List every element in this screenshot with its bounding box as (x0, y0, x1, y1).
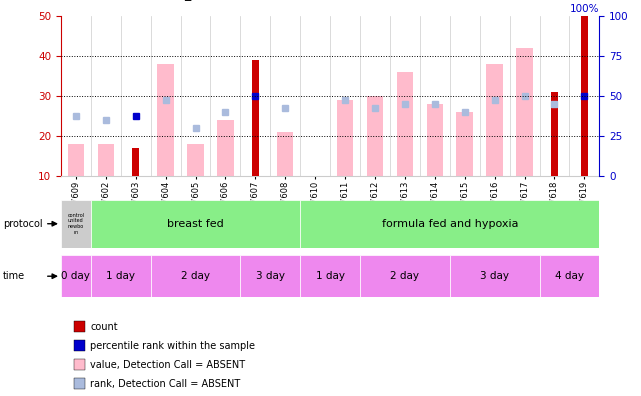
Bar (450, 255, 540, 297)
Bar (151, 255, 240, 297)
Bar (187, 144, 204, 176)
Bar (397, 72, 413, 176)
Bar (551, 92, 558, 176)
Bar (300, 255, 360, 297)
Bar (581, 16, 588, 176)
Text: 4 day: 4 day (555, 271, 584, 281)
Bar (132, 148, 140, 176)
Text: formula fed and hypoxia: formula fed and hypoxia (381, 219, 518, 229)
Text: control
united
newbo
rn: control united newbo rn (67, 213, 85, 235)
Bar (97, 144, 114, 176)
Bar (277, 132, 294, 176)
Text: 0 day: 0 day (62, 271, 90, 281)
Bar (240, 255, 300, 297)
Bar (61, 200, 91, 248)
Bar (217, 120, 233, 176)
Text: 2 day: 2 day (181, 271, 210, 281)
Text: 1 day: 1 day (315, 271, 345, 281)
Bar (456, 112, 473, 176)
Text: rank, Detection Call = ABSENT: rank, Detection Call = ABSENT (90, 379, 240, 389)
Bar (517, 48, 533, 176)
Bar (487, 64, 503, 176)
Text: protocol: protocol (3, 219, 43, 229)
Bar (252, 60, 259, 176)
Text: count: count (90, 322, 118, 332)
Text: 3 day: 3 day (480, 271, 509, 281)
Text: value, Detection Call = ABSENT: value, Detection Call = ABSENT (90, 360, 246, 370)
Bar (61, 255, 91, 297)
Text: 2 day: 2 day (390, 271, 419, 281)
Bar (427, 104, 443, 176)
Bar (158, 64, 174, 176)
Bar (300, 200, 599, 248)
Bar (91, 200, 300, 248)
Text: time: time (3, 271, 26, 281)
Text: percentile rank within the sample: percentile rank within the sample (90, 341, 255, 351)
Text: 1 day: 1 day (106, 271, 135, 281)
Text: 100%: 100% (570, 4, 599, 14)
Bar (360, 255, 450, 297)
Bar (540, 255, 599, 297)
Text: 3 day: 3 day (256, 271, 285, 281)
Bar (91, 255, 151, 297)
Bar (68, 144, 84, 176)
Bar (337, 100, 353, 176)
Bar (367, 96, 383, 176)
Text: breast fed: breast fed (167, 219, 224, 229)
